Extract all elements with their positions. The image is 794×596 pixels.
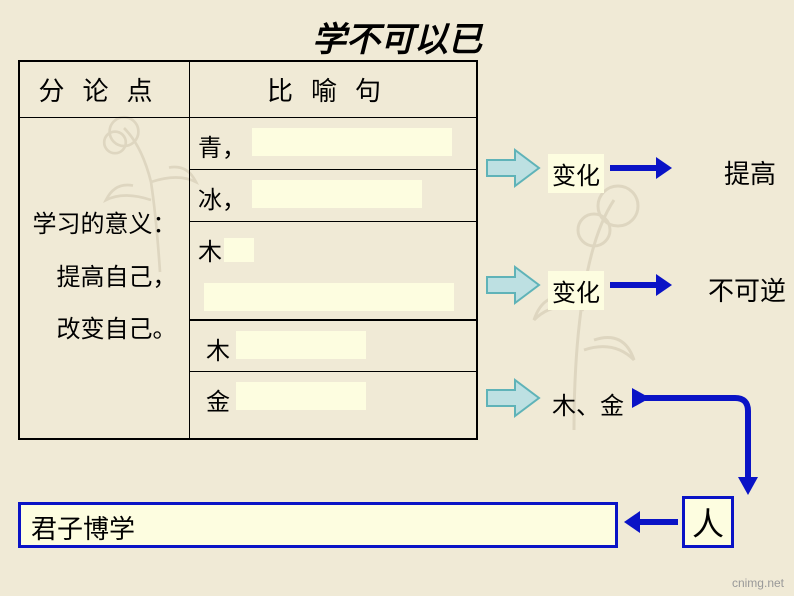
r4-blank: [236, 331, 366, 359]
row-5: 金: [190, 372, 476, 424]
result-2: 不可逆: [708, 271, 786, 308]
r3-blank-c: [204, 283, 454, 311]
label-change-2: 变化: [548, 271, 604, 310]
row-3: 木 槁暴，: [190, 222, 476, 320]
block-arrow-2: [485, 265, 541, 305]
bottom-text: 君子博学: [31, 515, 135, 544]
r3-prefix: 木: [198, 232, 222, 267]
r1-blank: [252, 128, 452, 156]
block-arrow-1: [485, 148, 541, 188]
header-right: 比喻句: [190, 62, 476, 117]
left-content: 学习的意义： 提高自己， 改变自己。: [25, 179, 185, 377]
watermark: cnimg.net: [732, 576, 784, 590]
main-table: 分论点 比喻句 学习的意义： 提高自己， 改变自己。 青， 冰， 木: [18, 60, 478, 440]
r5-prefix: 金: [206, 382, 230, 417]
table-header-row: 分论点 比喻句: [20, 62, 476, 118]
header-left: 分论点: [20, 62, 190, 117]
ren-box: 人: [682, 496, 734, 548]
r5-blank: [236, 382, 366, 410]
page-title: 学不可以已: [0, 0, 794, 61]
right-cell: 青， 冰， 木 槁暴， 木: [190, 118, 476, 438]
row-1: 青，: [190, 118, 476, 170]
r3-blank-a: [224, 238, 254, 262]
table-body-row: 学习的意义： 提高自己， 改变自己。 青， 冰， 木: [20, 118, 476, 438]
r4-prefix: 木: [206, 331, 230, 366]
row-4: 木: [190, 320, 476, 372]
row-2: 冰，: [190, 170, 476, 222]
label-change-1: 变化: [548, 154, 604, 193]
r2-blank: [252, 180, 422, 208]
bottom-box: 君子博学: [18, 502, 618, 548]
r1-prefix: 青，: [198, 128, 246, 163]
meaning-line3: 改变自己。: [33, 304, 177, 357]
label-woodgold: 木、金: [548, 384, 628, 423]
r2-prefix: 冰，: [198, 180, 246, 215]
block-arrow-3: [485, 378, 541, 418]
meaning-line1: 学习的意义：: [33, 199, 177, 252]
result-1: 提高: [724, 154, 776, 191]
meaning-line2: 提高自己，: [33, 252, 177, 305]
left-cell: 学习的意义： 提高自己， 改变自己。: [20, 118, 190, 438]
